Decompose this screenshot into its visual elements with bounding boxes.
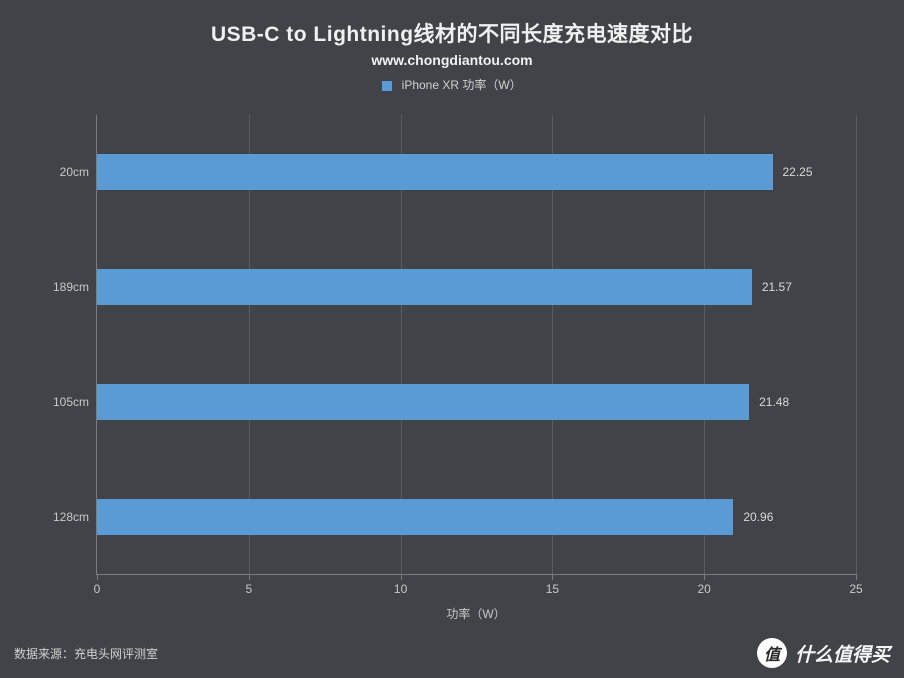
- bar-row: 189cm21.57: [97, 230, 856, 345]
- x-tick-label: 25: [849, 582, 862, 596]
- data-source-label: 数据来源：充电头网评测室: [14, 645, 158, 662]
- gridline: [856, 115, 857, 574]
- x-tick-label: 15: [546, 582, 559, 596]
- x-tick-mark: [552, 574, 553, 580]
- y-category-label: 105cm: [37, 395, 89, 409]
- x-tick-mark: [97, 574, 98, 580]
- bar: [97, 269, 752, 305]
- legend-swatch: [382, 81, 392, 91]
- bar-row: 20cm22.25: [97, 115, 856, 230]
- x-tick-mark: [401, 574, 402, 580]
- bar: [97, 384, 749, 420]
- x-tick-mark: [856, 574, 857, 580]
- bar-value-label: 21.57: [762, 280, 792, 294]
- watermark: 值 什么值得买: [757, 638, 890, 668]
- watermark-badge-icon: 值: [757, 638, 787, 668]
- bar-value-label: 20.96: [743, 510, 773, 524]
- bar-row: 128cm20.96: [97, 459, 856, 574]
- x-tick-label: 10: [394, 582, 407, 596]
- bar-value-label: 21.48: [759, 395, 789, 409]
- x-tick-label: 5: [245, 582, 252, 596]
- x-tick-mark: [704, 574, 705, 580]
- y-category-label: 189cm: [37, 280, 89, 294]
- x-tick-label: 20: [698, 582, 711, 596]
- plot-area: 051015202520cm22.25189cm21.57105cm21.481…: [96, 115, 856, 575]
- y-category-label: 128cm: [37, 510, 89, 524]
- legend-label: iPhone XR 功率（W）: [402, 78, 522, 92]
- chart-container: USB-C to Lightning线材的不同长度充电速度对比 www.chon…: [0, 0, 904, 678]
- chart-subtitle: www.chongdiantou.com: [28, 52, 876, 68]
- bar: [97, 499, 733, 535]
- x-tick-mark: [249, 574, 250, 580]
- x-tick-label: 0: [94, 582, 101, 596]
- bar: [97, 154, 773, 190]
- chart-title: USB-C to Lightning线材的不同长度充电速度对比: [28, 18, 876, 48]
- x-axis-label: 功率（W）: [96, 605, 856, 622]
- bar-value-label: 22.25: [783, 165, 813, 179]
- bar-row: 105cm21.48: [97, 345, 856, 460]
- y-category-label: 20cm: [37, 165, 89, 179]
- chart-legend: iPhone XR 功率（W）: [28, 76, 876, 93]
- watermark-text: 什么值得买: [795, 640, 890, 667]
